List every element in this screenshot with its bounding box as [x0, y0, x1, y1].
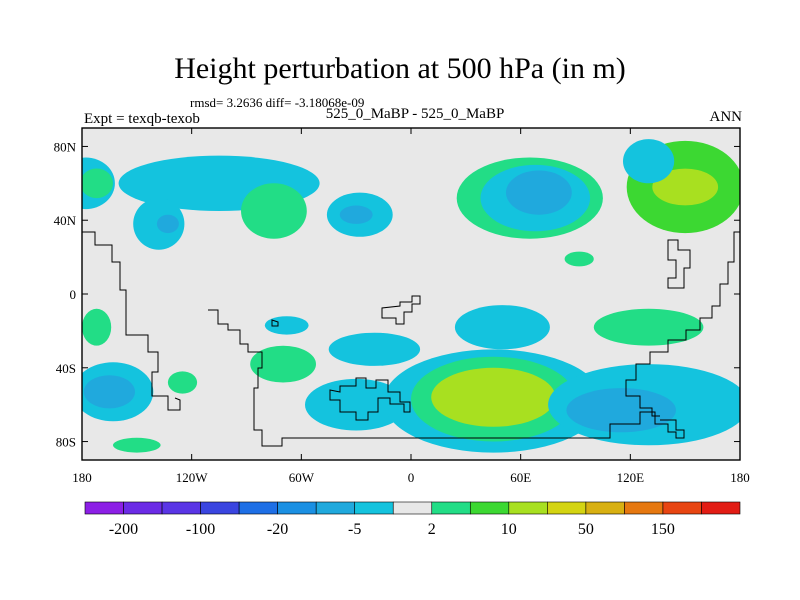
colorbar-swatch [277, 501, 317, 515]
x-tick-label: 180 [730, 470, 750, 485]
x-tick-label: 0 [408, 470, 415, 485]
anomaly-blob-17 [454, 305, 550, 350]
y-tick-label: 0 [70, 287, 77, 302]
x-tick-label: 120E [617, 470, 645, 485]
colorbar-label: -100 [186, 521, 215, 538]
anomaly-blob-18 [593, 308, 704, 346]
coastline-americas [82, 231, 181, 411]
experiment-label: Expt = texqb-texob [84, 111, 200, 127]
anomaly-layer [82, 139, 740, 453]
colorbar-label: 150 [651, 521, 675, 538]
anomaly-blob-1 [82, 168, 113, 199]
anomaly-blob-10 [506, 170, 572, 215]
colorbar-swatch [84, 501, 124, 515]
case-label: 525_0_MaBP - 525_0_MaBP [325, 106, 505, 122]
anomaly-blob-7 [339, 205, 373, 224]
x-tick-label: 60W [289, 470, 315, 485]
colorbar-swatch [354, 501, 394, 515]
colorbar-swatch [508, 501, 548, 515]
y-tick-label: 80S [56, 435, 76, 450]
colorbar-swatch [662, 501, 702, 515]
colorbar-swatch [547, 501, 587, 515]
anomaly-blob-30 [113, 437, 161, 453]
stats-line: rmsd= 3.2636 diff= -3.18068e-09 [190, 95, 365, 110]
coastline-africa [271, 319, 279, 327]
anomaly-blob-20 [328, 332, 421, 366]
anomaly-blob-14 [564, 251, 594, 267]
coastline-east-edge [625, 231, 740, 417]
colorbar-swatch [585, 501, 625, 515]
colorbar-label: 2 [428, 521, 436, 538]
x-tick-label: 120W [176, 470, 209, 485]
colorbar-label: 10 [501, 521, 517, 538]
anomaly-blob-15 [82, 308, 112, 346]
anomaly-blob-5 [241, 183, 307, 239]
season-label: ANN [709, 109, 743, 125]
colorbar-swatch [392, 501, 433, 515]
anomaly-blob-19 [250, 345, 316, 383]
colorbar-swatch [469, 501, 510, 515]
anomaly-blob-13 [623, 139, 675, 184]
colorbar-swatch [200, 501, 240, 515]
anomaly-blob-4 [156, 214, 179, 234]
coastline-south-america [208, 309, 685, 447]
x-tick-label: 180 [72, 470, 92, 485]
colorbar-swatch [624, 501, 664, 515]
anomaly-blob-16 [264, 316, 309, 335]
coastline-antarctic-peninsula [329, 377, 411, 421]
colorbar-swatch [238, 501, 278, 515]
x-axis: 180 120W 60W 0 60E 120E 180 [72, 128, 750, 485]
colorbar-label: 50 [578, 521, 594, 538]
anomaly-blob-23 [167, 371, 198, 394]
coastline-europe [381, 295, 421, 325]
colorbar-swatch [315, 501, 356, 515]
colorbar-swatch [123, 501, 163, 515]
anomaly-blob-12 [652, 168, 719, 206]
coastline-east-pacific [667, 239, 691, 289]
colorbar-label: -200 [109, 521, 138, 538]
colorbar-swatch [161, 501, 201, 515]
anomaly-blob-27 [431, 367, 556, 427]
chart-title: Height perturbation at 500 hPa (in m) [174, 52, 626, 85]
colorbar-label: -5 [348, 521, 361, 538]
anomaly-blob-29 [566, 388, 676, 433]
colorbar-swatch [431, 501, 471, 515]
anomaly-blob-24 [305, 378, 408, 431]
y-tick-label: 80N [54, 139, 77, 154]
y-axis: 80N 40N 0 40S 80S [54, 139, 740, 450]
y-tick-label: 40S [56, 361, 76, 376]
x-tick-label: 60E [510, 470, 531, 485]
continent-outlines [82, 231, 740, 447]
colorbar-swatch [701, 501, 741, 515]
anomaly-blob-22 [83, 375, 135, 409]
colorbar: -200 -100 -20 -5 2 10 50 150 [84, 501, 741, 538]
colorbar-label: -20 [267, 521, 288, 538]
y-tick-label: 40N [54, 213, 77, 228]
